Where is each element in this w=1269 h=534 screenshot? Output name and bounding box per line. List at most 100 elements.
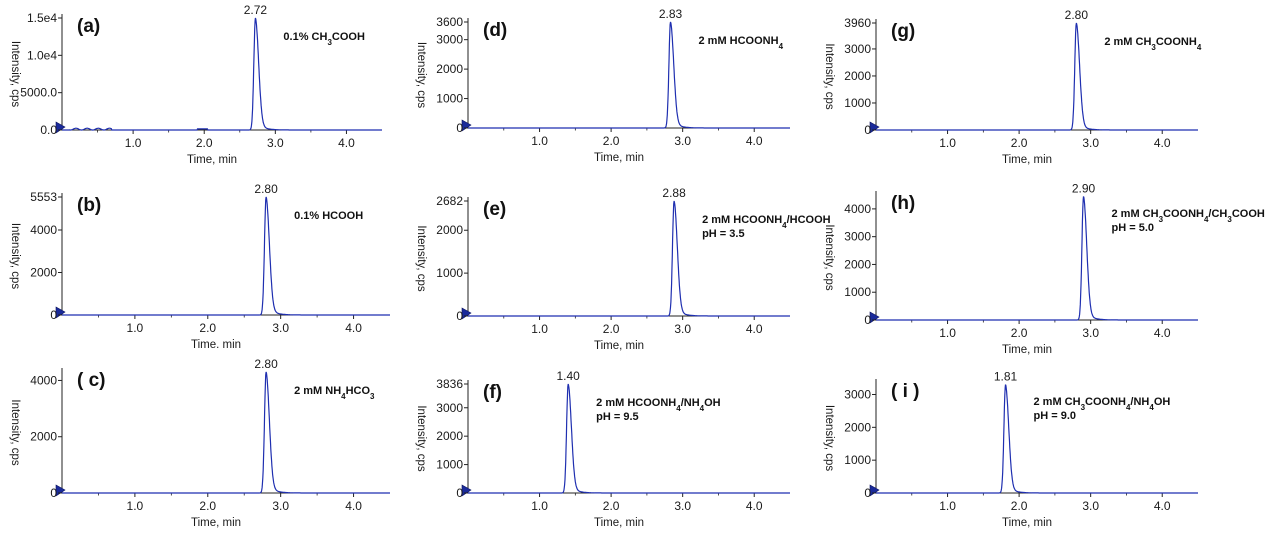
- baseline-marker-icon: [869, 484, 880, 497]
- panel-e: 1.0 2.0 3.0 4.0 0 1000 2000 2682 Time, min Intens…: [415, 186, 831, 352]
- y-tick-label: 0: [50, 486, 57, 500]
- y-tick-label: 4000: [30, 223, 57, 237]
- y-tick-label: 2000: [436, 62, 463, 76]
- y-tick-label: 1000: [436, 266, 463, 280]
- y-tick-label: 2000: [436, 429, 463, 443]
- y-tick-label: 3000: [844, 230, 871, 244]
- chromatogram-trace: [876, 196, 1198, 321]
- x-tick-label: 3.0: [272, 321, 289, 335]
- panel-label: (b): [77, 195, 101, 216]
- y-tick-label: 3000: [436, 33, 463, 47]
- peak-retention-label: 2.90: [1072, 181, 1096, 195]
- y-tick-label: 1000: [844, 285, 871, 299]
- panel-h: 1.0 2.0 3.0 4.0 0 1000 2000 3000 4000 Time, min In…: [823, 181, 1265, 356]
- y-tick-label: 3000: [844, 42, 871, 56]
- x-tick-label: 1.0: [127, 499, 144, 513]
- y-tick-label: 0: [456, 121, 463, 135]
- y-axis-title: Intensity, cps: [823, 43, 835, 110]
- x-tick-label: 3.0: [1082, 499, 1099, 513]
- panel-b: 1.0 2.0 3.0 4.0 0 2000 4000 5553 Time. min Intens…: [9, 182, 390, 351]
- mobile-phase-label: 0.1% HCOOH: [294, 210, 363, 222]
- panel-f: 1.0 2.0 3.0 4.0 0 1000 2000 3000 3836 Time, min In…: [415, 369, 790, 529]
- peak-retention-label: 2.80: [254, 357, 278, 371]
- y-axis-title: Intensity, cps: [823, 405, 835, 472]
- x-axis-title: Time, min: [594, 340, 644, 352]
- baseline-marker-icon: [869, 121, 880, 134]
- chromatogram-trace: [876, 22, 1198, 131]
- peak-retention-label: 1.81: [994, 370, 1018, 384]
- y-axis-title: Intensity, cps: [9, 41, 21, 108]
- x-tick-label: 1.0: [531, 322, 548, 336]
- y-tick-label: 0: [864, 123, 871, 137]
- x-axis-title: Time, min: [594, 152, 644, 164]
- panel-label: (g): [891, 21, 915, 42]
- y-tick-label: 0.0: [40, 123, 57, 137]
- y-tick-label: 2000: [30, 430, 57, 444]
- panel-d: 1.0 2.0 3.0 4.0 0 1000 2000 3000 3600 Time, min In…: [415, 7, 790, 164]
- peak-retention-label: 2.72: [244, 3, 268, 17]
- y-axis-title: Intensity, cps: [415, 405, 427, 472]
- y-tick-label: 1.0e4: [27, 48, 57, 62]
- panel-a: 1.0 2.0 3.0 4.0 0.0 5000.0 1.0e4 1.5e4 Time, min…: [9, 3, 382, 166]
- baseline-marker-icon: [461, 119, 472, 132]
- x-tick-label: 1.0: [125, 136, 142, 150]
- y-tick-label: 0: [50, 308, 57, 322]
- panel-label: (f): [483, 382, 502, 403]
- peak-retention-label: 2.80: [1065, 8, 1089, 22]
- x-tick-label: 2.0: [196, 136, 213, 150]
- peak-retention-label: 1.40: [556, 369, 580, 383]
- mobile-phase-label: 2 mM HCOONH4/HCOOH: [702, 214, 831, 230]
- mobile-phase-label: 2 mM HCOONH4/NH4OH: [596, 397, 720, 413]
- x-tick-label: 3.0: [1082, 136, 1099, 150]
- y-tick-label: 1000: [436, 92, 463, 106]
- y-tick-label: 3000: [844, 387, 871, 401]
- y-axis-title: Intensity, cps: [823, 224, 835, 291]
- y-axis-title: Intensity, cps: [415, 225, 427, 292]
- x-tick-label: 1.0: [939, 136, 956, 150]
- x-axis-title: Time, min: [1002, 517, 1052, 529]
- y-tick-label: 3960: [844, 16, 871, 30]
- x-axis-title: Time, min: [594, 517, 644, 529]
- x-tick-label: 4.0: [746, 322, 763, 336]
- x-tick-label: 3.0: [1082, 326, 1099, 340]
- x-tick-label: 4.0: [1154, 499, 1171, 513]
- y-tick-label: 3600: [436, 15, 463, 29]
- mobile-phase-label: pH = 9.0: [1034, 410, 1077, 422]
- y-tick-label: 2000: [844, 420, 871, 434]
- mobile-phase-label: 2 mM CH3COONH4: [1104, 36, 1201, 52]
- x-tick-label: 3.0: [272, 499, 289, 513]
- y-tick-label: 5553: [30, 190, 57, 204]
- x-axis-title: Time, min: [191, 517, 241, 529]
- baseline-marker-icon: [55, 121, 66, 134]
- y-axis-title: Intensity, cps: [9, 223, 21, 290]
- y-tick-label: 1000: [844, 453, 871, 467]
- chromatogram-trace: [62, 17, 382, 131]
- x-tick-label: 3.0: [674, 499, 691, 513]
- y-tick-label: 1000: [436, 458, 463, 472]
- x-axis-title: Time, min: [1002, 154, 1052, 166]
- baseline-marker-icon: [869, 311, 880, 324]
- baseline-marker-icon: [55, 306, 66, 319]
- panel-label: (e): [483, 199, 506, 220]
- x-tick-label: 4.0: [746, 134, 763, 148]
- panel-label: (h): [891, 193, 915, 214]
- x-tick-label: 4.0: [1154, 136, 1171, 150]
- x-tick-label: 3.0: [674, 134, 691, 148]
- x-tick-label: 2.0: [603, 499, 620, 513]
- y-tick-label: 3836: [436, 377, 463, 391]
- chromatogram-trace: [468, 200, 790, 317]
- y-tick-label: 2000: [30, 266, 57, 280]
- y-axis-title: Intensity, cps: [9, 399, 21, 466]
- mobile-phase-label: pH = 9.5: [596, 411, 639, 423]
- x-tick-label: 2.0: [1011, 326, 1028, 340]
- panel-g: 1.0 2.0 3.0 4.0 0 1000 2000 3000 3960 Time, min In…: [823, 8, 1202, 166]
- baseline-marker-icon: [461, 484, 472, 497]
- x-tick-label: 1.0: [127, 321, 144, 335]
- x-tick-label: 4.0: [345, 499, 362, 513]
- baseline-marker-icon: [55, 484, 66, 497]
- mobile-phase-label: pH = 5.0: [1112, 222, 1155, 234]
- x-tick-label: 1.0: [939, 326, 956, 340]
- baseline-marker-icon: [461, 307, 472, 320]
- panel-c: 1.0 2.0 3.0 4.0 0 2000 4000 Time, min Intensity,…: [9, 357, 390, 529]
- mobile-phase-label: pH = 3.5: [702, 228, 745, 240]
